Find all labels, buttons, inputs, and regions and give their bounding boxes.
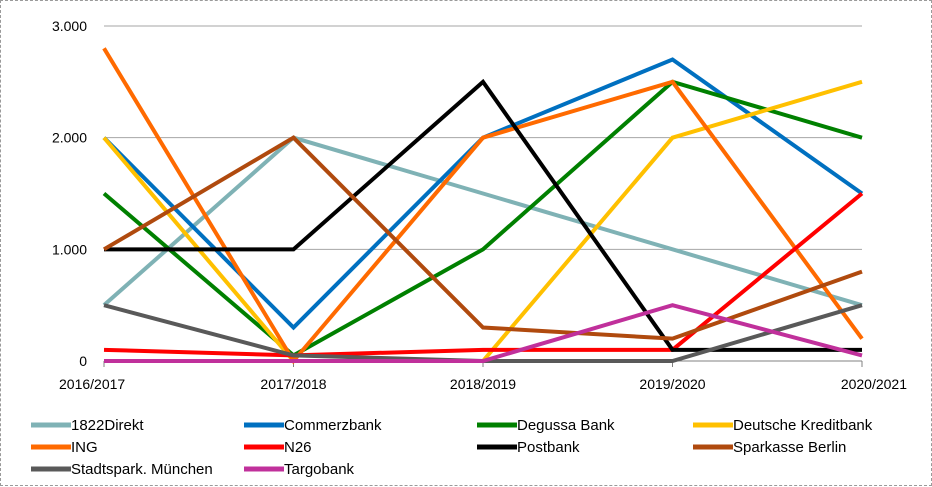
y-axis-ticks: 0 1.000 2.000 3.000	[52, 18, 87, 369]
legend-label: Degussa Bank	[517, 417, 615, 434]
series-line-sparkasse-berlin	[102, 135, 863, 341]
x-tick-label: 2019/2020	[639, 376, 705, 392]
series-line-n26	[103, 191, 864, 358]
legend-label: Commerzbank	[284, 417, 382, 434]
legend-label: Deutsche Kreditbank	[733, 417, 873, 434]
legend-label: Stadtspark. München	[71, 461, 213, 478]
y-tick-label: 0	[79, 353, 87, 369]
series-lines	[102, 47, 864, 365]
legend-label: Sparkasse Berlin	[733, 439, 846, 456]
legend-label: ING	[71, 439, 98, 456]
series-line-degussa-bank	[102, 79, 863, 358]
x-tick-label: 2016/2017	[59, 376, 125, 392]
y-tick-label: 1.000	[52, 241, 87, 257]
x-axis-ticks: 2016/2017 2017/2018 2018/2019 2019/2020 2020…	[59, 361, 907, 392]
x-tick-label: 2018/2019	[450, 376, 516, 392]
y-tick-label: 2.000	[52, 130, 87, 146]
legend-label: Targobank	[284, 461, 355, 478]
series-line-ing	[102, 47, 864, 365]
legend: 1822Direkt Commerzbank Degussa Bank Deutsch…	[31, 417, 873, 478]
legend-label: N26	[284, 439, 312, 456]
legend-label: Postbank	[517, 439, 580, 456]
series-line-targobank	[104, 303, 863, 363]
series-line-1822direkt	[102, 135, 863, 308]
y-tick-label: 3.000	[52, 18, 87, 34]
legend-label: 1822Direkt	[71, 417, 144, 434]
x-tick-label: 2017/2018	[260, 376, 326, 392]
x-tick-label: 2020/2021	[841, 376, 907, 392]
series-line-deutsche-kreditbank	[102, 79, 863, 363]
series-line-postbank	[104, 78, 862, 352]
